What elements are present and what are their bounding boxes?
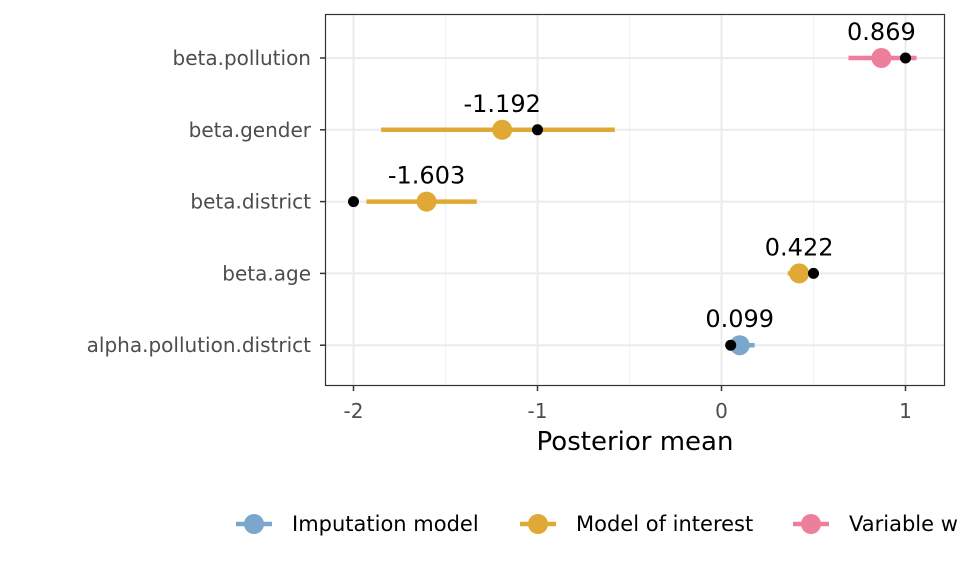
true-value-point <box>808 267 819 279</box>
posterior-mean-point <box>789 263 810 284</box>
x-tick-label: 1 <box>899 399 912 423</box>
posterior-mean-point <box>416 191 437 212</box>
legend-key-point <box>528 514 548 534</box>
true-value-point <box>725 339 737 351</box>
x-tick-label: 0 <box>715 399 728 423</box>
posterior-mean-point <box>871 48 892 68</box>
posterior-mean-point <box>492 119 513 140</box>
true-value-point <box>532 124 543 136</box>
legend-label: Variable w <box>849 512 958 536</box>
estimate-label: 0.422 <box>765 233 834 261</box>
y-tick-label: beta.age <box>222 261 311 285</box>
y-tick-label: alpha.pollution.district <box>87 333 311 357</box>
estimate-label: 0.869 <box>847 18 916 46</box>
data-labels: 0.869 -1.192 -1.603 0.422 0.099 <box>388 18 916 333</box>
y-tick-label: beta.gender <box>189 118 312 142</box>
x-tick-label: -1 <box>528 399 548 423</box>
estimate-label: -1.192 <box>463 90 540 118</box>
legend-label: Model of interest <box>576 512 753 536</box>
y-tick-label: beta.district <box>190 190 311 214</box>
legend: Imputation model Model of interest Variabl… <box>236 512 958 536</box>
estimate-label: -1.603 <box>388 162 465 190</box>
plot-panel-border <box>324 13 946 387</box>
y-axis: beta.pollution beta.gender beta.district be… <box>87 46 326 357</box>
estimate-label: 0.099 <box>705 305 774 333</box>
legend-key-point <box>244 514 264 534</box>
true-value-point <box>348 196 359 208</box>
x-axis-title: Posterior mean <box>537 427 734 457</box>
x-axis: -2 -1 0 1 <box>344 385 912 423</box>
posterior-mean-point <box>729 335 750 356</box>
legend-label: Imputation model <box>292 512 479 536</box>
grid <box>326 15 944 385</box>
point-markers <box>348 48 911 356</box>
legend-key-point <box>801 514 821 534</box>
true-value-point <box>900 52 911 64</box>
y-tick-label: beta.pollution <box>173 46 312 70</box>
x-tick-label: -2 <box>344 399 364 423</box>
